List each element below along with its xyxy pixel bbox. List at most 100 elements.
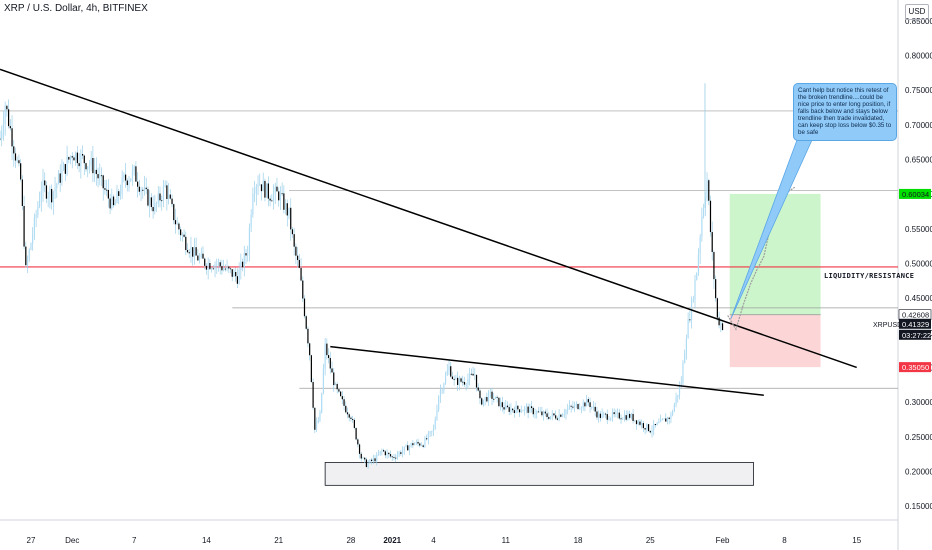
candle-body [20, 163, 22, 180]
candle-body [241, 261, 244, 268]
candle-body [651, 430, 653, 433]
y-tick-label: 0.50000 [905, 259, 932, 268]
candle-body [496, 396, 498, 398]
candle-body [647, 424, 650, 431]
candle-body [677, 394, 679, 398]
candle-body [553, 413, 555, 416]
candle-body [0, 138, 1, 140]
candle-body [195, 247, 197, 256]
candle-body [162, 186, 165, 201]
candle-body [407, 445, 409, 451]
candle-body [47, 196, 49, 199]
candle-body [584, 402, 586, 407]
candle-body [369, 459, 371, 463]
candle-body [197, 255, 199, 261]
candle-body [310, 355, 312, 383]
countdown-price-text: 03:27:22 [902, 331, 931, 340]
candle-body [81, 153, 84, 156]
y-tick-label: 0.85000 [905, 17, 932, 26]
candle-body [248, 227, 251, 255]
candle-series [0, 99, 724, 469]
candle-body [512, 408, 514, 411]
candle-body [174, 220, 177, 225]
candle-body [119, 194, 122, 196]
candle-body [529, 406, 531, 413]
x-tick-label: 15 [852, 536, 861, 545]
candle-body [563, 413, 565, 415]
candle-body [4, 105, 6, 124]
candle-body [21, 179, 23, 206]
candle-body [469, 373, 471, 380]
candle-body [271, 200, 273, 202]
trade-note-callout[interactable]: Cant help but notice this retest of the … [793, 83, 897, 141]
candle-body [350, 417, 352, 419]
candle-body [90, 158, 92, 166]
candle-body [372, 458, 374, 462]
candle-body [331, 368, 333, 373]
candle-body [716, 298, 718, 318]
candle-body [257, 184, 259, 187]
candle-body [453, 378, 455, 380]
candle-body [42, 180, 44, 192]
candle-body [505, 405, 507, 410]
candle-body [697, 253, 700, 274]
candle-body [610, 418, 612, 420]
candle-body [307, 328, 309, 344]
candle-body [16, 160, 18, 162]
candle-body [1, 132, 3, 139]
candle-body [293, 234, 295, 247]
candle-body [381, 450, 383, 452]
candle-body [279, 193, 282, 201]
candle-body [340, 391, 342, 397]
candle-body [321, 393, 323, 413]
candle-body [696, 273, 698, 280]
candle-body [720, 323, 722, 326]
candle-body [422, 445, 424, 447]
currency-button[interactable]: USD [905, 4, 929, 20]
candle-body [66, 157, 68, 174]
candle-body [637, 421, 639, 425]
entry-price-text: 0.42608 [902, 311, 929, 320]
candle-body [264, 180, 266, 198]
candle-body [629, 413, 631, 418]
candle-body [481, 398, 483, 405]
candle-body [616, 412, 619, 414]
y-tick-label: 0.70000 [905, 121, 932, 130]
candle-body [522, 410, 524, 412]
candle-body [314, 407, 316, 430]
candle-body [384, 451, 386, 456]
candle-body [319, 412, 321, 421]
candle-body [534, 413, 536, 415]
demand-zone-box [324, 462, 754, 486]
symbol-tag [871, 318, 898, 329]
candle-body [548, 417, 550, 419]
candle-body [295, 246, 297, 256]
candle-body [537, 411, 540, 413]
candle-body [546, 413, 548, 418]
candle-body [701, 216, 703, 237]
candle-body [370, 459, 373, 462]
candle-body [513, 410, 515, 413]
candle-body [432, 428, 435, 431]
candle-body [245, 253, 247, 256]
candle-body [632, 413, 634, 421]
candle-body [536, 411, 538, 414]
candle-body [200, 253, 202, 258]
candle-body [699, 236, 701, 254]
candle-body [408, 446, 411, 451]
candle-body [424, 438, 426, 447]
candle-body [54, 187, 56, 192]
x-tick-label: 14 [202, 536, 211, 545]
candle-body [668, 417, 670, 419]
candle-body [477, 387, 479, 391]
candle-body [491, 391, 493, 399]
candle-body [431, 430, 433, 432]
candle-body [266, 183, 268, 198]
stop-loss-zone [729, 314, 821, 368]
candle-body [73, 157, 75, 161]
candle-body [290, 207, 292, 230]
candle-body [434, 419, 436, 429]
candle-body [164, 185, 166, 187]
candle-body [315, 422, 318, 430]
